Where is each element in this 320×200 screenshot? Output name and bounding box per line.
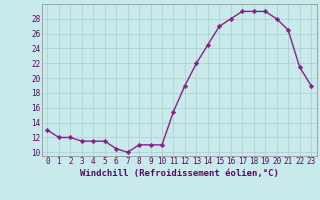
X-axis label: Windchill (Refroidissement éolien,°C): Windchill (Refroidissement éolien,°C) [80, 169, 279, 178]
